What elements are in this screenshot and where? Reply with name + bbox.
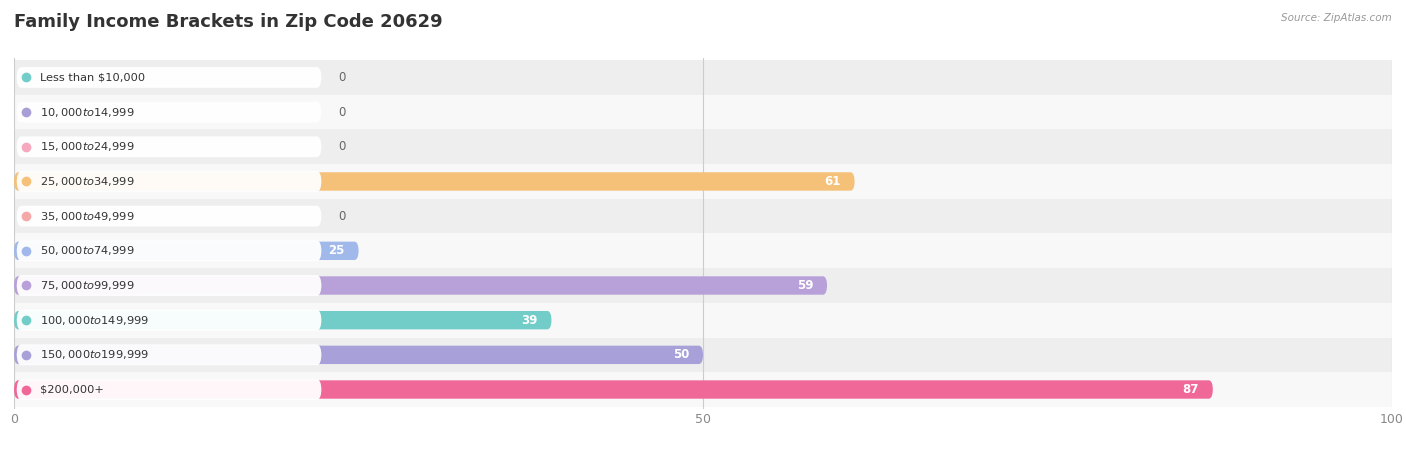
Text: 0: 0 (337, 106, 346, 119)
Bar (14, 164, 1392, 199)
Text: $10,000 to $14,999: $10,000 to $14,999 (41, 106, 135, 119)
Text: Less than $10,000: Less than $10,000 (41, 72, 145, 83)
Bar (14, 338, 1392, 372)
Text: 59: 59 (797, 279, 813, 292)
FancyBboxPatch shape (14, 380, 1213, 399)
Text: Source: ZipAtlas.com: Source: ZipAtlas.com (1281, 13, 1392, 23)
FancyBboxPatch shape (17, 344, 322, 365)
Bar (14, 95, 1392, 129)
FancyBboxPatch shape (17, 67, 322, 88)
FancyBboxPatch shape (17, 171, 322, 192)
FancyBboxPatch shape (17, 310, 322, 330)
Bar (14, 129, 1392, 164)
Text: 25: 25 (329, 244, 344, 257)
Text: $25,000 to $34,999: $25,000 to $34,999 (41, 175, 135, 188)
Bar (14, 233, 1392, 268)
FancyBboxPatch shape (14, 276, 827, 295)
FancyBboxPatch shape (14, 172, 855, 191)
FancyBboxPatch shape (17, 240, 322, 261)
Text: $15,000 to $24,999: $15,000 to $24,999 (41, 140, 135, 153)
Text: 0: 0 (337, 210, 346, 223)
Text: $75,000 to $99,999: $75,000 to $99,999 (41, 279, 135, 292)
FancyBboxPatch shape (17, 102, 322, 123)
Bar (14, 372, 1392, 407)
Bar (14, 60, 1392, 95)
FancyBboxPatch shape (17, 136, 322, 157)
FancyBboxPatch shape (17, 206, 322, 227)
Bar (14, 199, 1392, 233)
Text: Family Income Brackets in Zip Code 20629: Family Income Brackets in Zip Code 20629 (14, 13, 443, 31)
Text: 50: 50 (673, 348, 689, 361)
Text: 39: 39 (522, 314, 537, 327)
Text: $35,000 to $49,999: $35,000 to $49,999 (41, 210, 135, 223)
FancyBboxPatch shape (14, 311, 551, 330)
Text: $200,000+: $200,000+ (41, 384, 104, 395)
FancyBboxPatch shape (17, 379, 322, 400)
Text: $50,000 to $74,999: $50,000 to $74,999 (41, 244, 135, 257)
FancyBboxPatch shape (14, 346, 703, 364)
Text: 0: 0 (337, 140, 346, 153)
Text: $100,000 to $149,999: $100,000 to $149,999 (41, 314, 149, 327)
Text: 0: 0 (337, 71, 346, 84)
Text: 87: 87 (1182, 383, 1199, 396)
FancyBboxPatch shape (17, 275, 322, 296)
Text: $150,000 to $199,999: $150,000 to $199,999 (41, 348, 149, 361)
Bar (14, 303, 1392, 338)
FancyBboxPatch shape (14, 242, 359, 260)
Bar (14, 268, 1392, 303)
Text: 61: 61 (824, 175, 841, 188)
